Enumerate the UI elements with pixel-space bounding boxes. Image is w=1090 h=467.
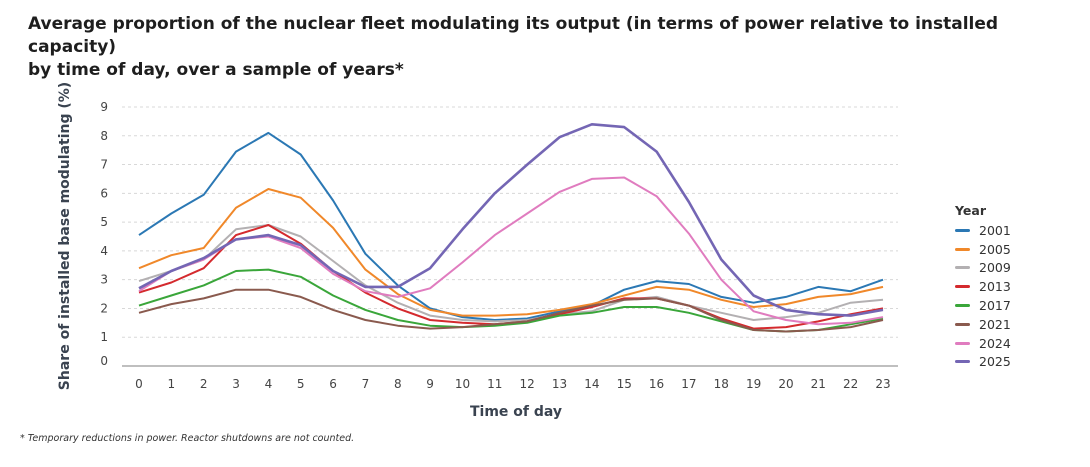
legend-item-2001: 2001 (955, 221, 1011, 240)
y-axis-ticks: 0 1 2 3 4 5 6 7 8 9 (100, 100, 108, 368)
gridlines (122, 106, 898, 367)
x-tick-label: 22 (843, 377, 858, 391)
x-tick-label: 4 (265, 377, 273, 391)
x-tick-label: 20 (778, 377, 793, 391)
chart-title-line2: by time of day, over a sample of years* (28, 60, 404, 80)
legend: Year 2001 2005 2009 2013 2017 2021 2024 2025 (955, 203, 1011, 371)
y-tick-label: 4 (100, 244, 108, 258)
x-tick-label: 12 (520, 377, 535, 391)
legend-label: 2013 (979, 279, 1011, 295)
legend-swatch (955, 304, 970, 308)
series-line-2021 (138, 288, 884, 333)
y-axis-label: Share of installed base modulating (%) (57, 82, 73, 390)
legend-title: Year (955, 203, 986, 218)
y-tick-label: 6 (100, 186, 108, 200)
legend-swatch (955, 322, 970, 326)
series-line-2013 (138, 224, 884, 330)
x-tick-label: 5 (297, 377, 305, 391)
x-tick-label: 13 (552, 377, 567, 391)
legend-label: 2024 (979, 335, 1011, 351)
legend-item-2009: 2009 (955, 259, 1011, 278)
y-tick-label: 1 (100, 330, 108, 344)
series-line-2005 (138, 188, 884, 317)
legend-swatch (955, 360, 970, 364)
x-tick-label: 14 (584, 377, 599, 391)
x-axis-label: Time of day (470, 404, 562, 420)
series-line-2001 (138, 131, 884, 321)
series-line-2025 (138, 123, 884, 317)
legend-item-2005: 2005 (955, 240, 1011, 259)
y-tick-label: 0 (100, 354, 108, 368)
x-tick-label: 16 (649, 377, 664, 391)
legend-swatch (955, 228, 970, 232)
legend-swatch (955, 285, 970, 289)
x-tick-label: 19 (746, 377, 761, 391)
legend-label: 2017 (979, 298, 1011, 314)
x-tick-label: 17 (681, 377, 696, 391)
legend-label: 2009 (979, 260, 1011, 276)
x-tick-label: 9 (426, 377, 434, 391)
legend-label: 2021 (979, 316, 1011, 332)
legend-swatch (955, 266, 970, 270)
x-tick-label: 8 (394, 377, 402, 391)
y-tick-label: 5 (100, 215, 108, 229)
x-tick-label: 23 (875, 377, 890, 391)
x-tick-label: 15 (617, 377, 632, 391)
x-tick-label: 21 (811, 377, 826, 391)
x-tick-label: 2 (200, 377, 208, 391)
x-axis-ticks: 0 1 2 3 4 5 6 7 8 9 10 11 12 13 14 15 16 17 18 19 20 21 22 23 (135, 377, 890, 391)
x-tick-label: 11 (487, 377, 502, 391)
y-tick-label: 7 (100, 158, 108, 172)
legend-swatch (955, 341, 970, 345)
series-line-2009 (138, 224, 884, 323)
legend-item-2025: 2025 (955, 353, 1011, 372)
x-tick-label: 10 (455, 377, 470, 391)
x-tick-label: 18 (714, 377, 729, 391)
y-tick-label: 2 (100, 301, 108, 315)
x-tick-label: 6 (329, 377, 337, 391)
footnote: * Temporary reductions in power. Reactor… (20, 433, 355, 444)
x-tick-label: 3 (232, 377, 240, 391)
legend-item-2013: 2013 (955, 277, 1011, 296)
x-tick-label: 0 (135, 377, 143, 391)
chart-title: Average proportion of the nuclear fleet … (28, 13, 1068, 82)
legend-item-2021: 2021 (955, 315, 1011, 334)
legend-label: 2001 (979, 222, 1011, 238)
x-tick-label: 1 (168, 377, 176, 391)
legend-label: 2025 (979, 354, 1011, 370)
legend-label: 2005 (979, 241, 1011, 257)
chart-title-line1: Average proportion of the nuclear fleet … (28, 14, 999, 57)
y-tick-label: 9 (100, 100, 108, 114)
series-lines (138, 123, 884, 333)
legend-swatch (955, 247, 970, 251)
legend-item-2017: 2017 (955, 296, 1011, 315)
y-tick-label: 3 (100, 273, 108, 287)
legend-item-2024: 2024 (955, 334, 1011, 353)
x-tick-label: 7 (362, 377, 370, 391)
y-tick-label: 8 (100, 129, 108, 143)
